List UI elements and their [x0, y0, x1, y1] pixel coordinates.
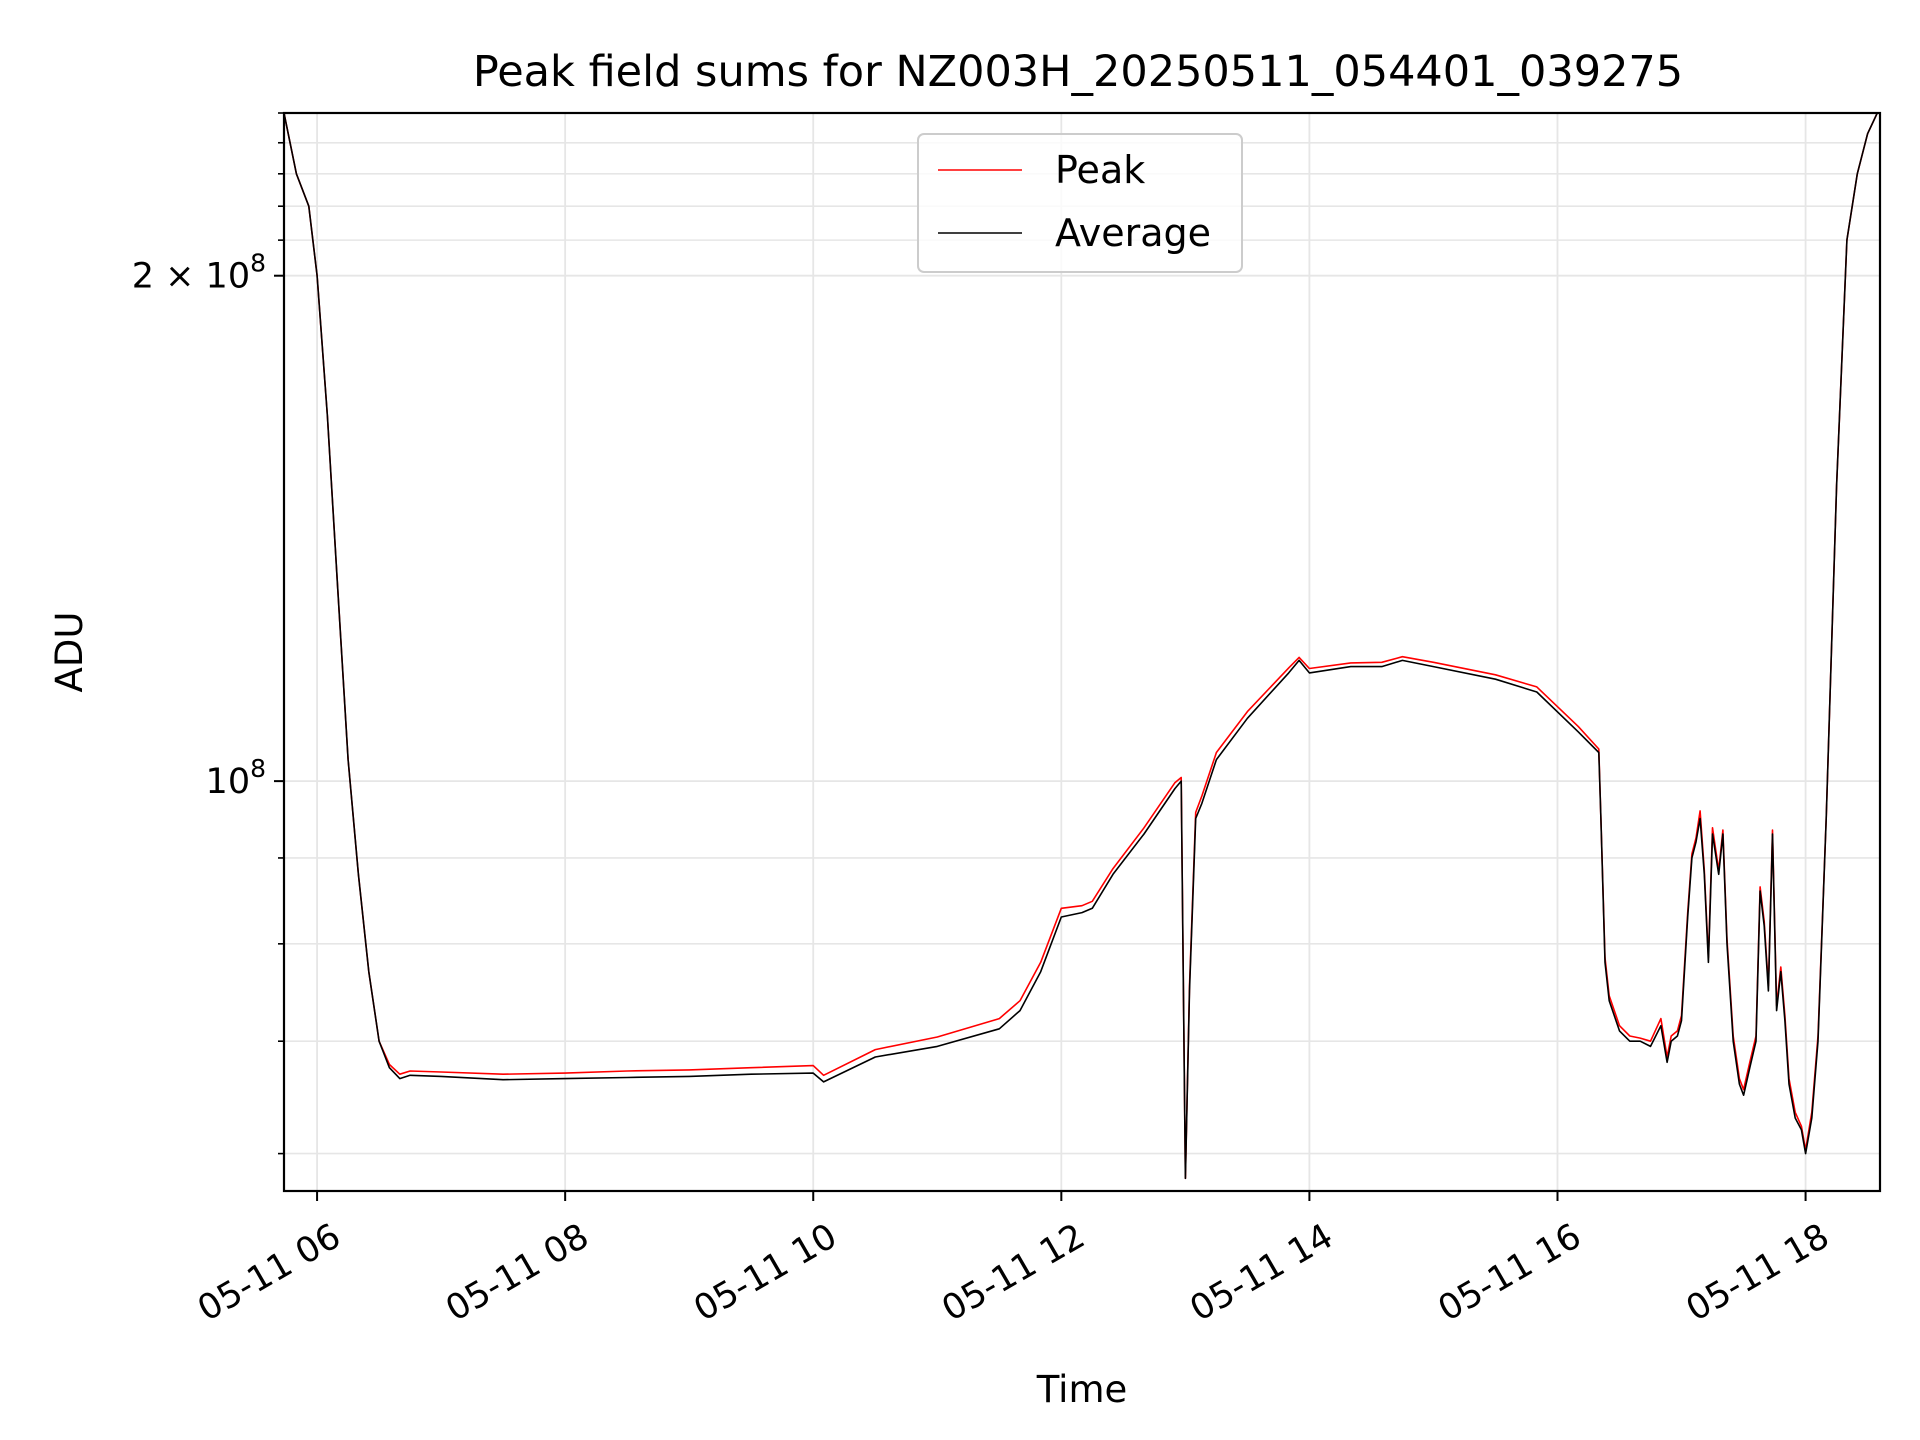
- plot-area: [284, 113, 1879, 1180]
- y-axis: 108 2 × 108: [132, 112, 284, 1155]
- chart-title: Peak field sums for NZ003H_20250511_0544…: [473, 47, 1683, 97]
- series-line-average: [284, 113, 1879, 1180]
- legend-label-peak: Peak: [1055, 148, 1145, 192]
- legend-label-average: Average: [1055, 211, 1211, 255]
- y-axis-label: ADU: [48, 612, 91, 693]
- legend-box: [917, 133, 1243, 273]
- x-axis-label: Time: [1036, 1368, 1128, 1411]
- legend: Peak Average: [917, 133, 1243, 273]
- plot-frame: [282, 111, 1882, 1193]
- y-tick-label: 108: [206, 754, 266, 802]
- y-tick-label: 2 × 108: [132, 249, 266, 297]
